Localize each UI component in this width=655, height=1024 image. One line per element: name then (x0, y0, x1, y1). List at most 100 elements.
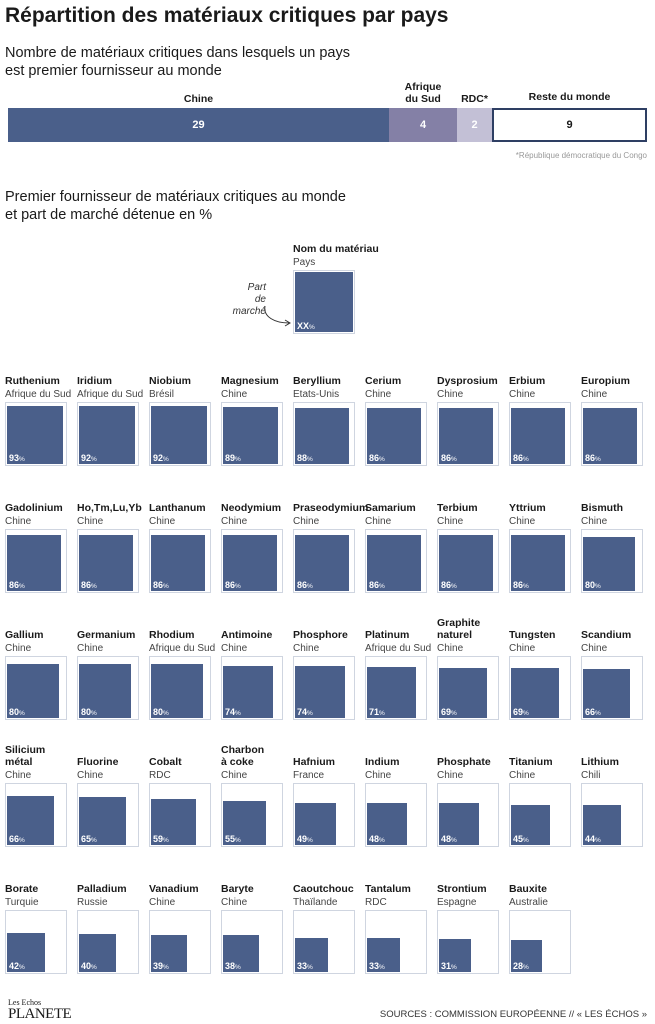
material-country: Chine (509, 389, 536, 400)
material-name: Bismuth (581, 502, 623, 514)
market-share-value: 93% (9, 453, 25, 463)
bar-label: Reste du monde (528, 91, 611, 103)
market-share-box: 80% (77, 656, 139, 720)
market-share-value: 80% (585, 580, 601, 590)
market-share-square (79, 535, 133, 591)
market-share-box: 86% (509, 529, 571, 593)
material-country: Chine (437, 643, 464, 654)
market-share-value: 66% (9, 834, 25, 844)
market-share-box: 86% (365, 529, 427, 593)
material-name: Terbium (437, 502, 478, 514)
market-share-square (511, 940, 542, 972)
material-country: Chine (365, 389, 392, 400)
material-name: Gallium (5, 629, 44, 641)
material-name: Vanadium (149, 883, 199, 895)
market-share-square (151, 934, 188, 972)
material-country: Afrique du Sud (77, 389, 144, 400)
subtitle-line: Premier fournisseur de matériaux critiqu… (5, 189, 346, 205)
market-share-box: 69% (437, 656, 499, 720)
material-country: Chine (509, 516, 536, 527)
material-country: Chine (5, 770, 32, 781)
market-share-square (7, 796, 55, 845)
market-share-square (151, 406, 207, 464)
material-country: Afrique du Sud (5, 389, 72, 400)
market-share-box: 92% (77, 402, 139, 466)
market-share-value: 92% (153, 453, 169, 463)
market-share-value: 74% (225, 707, 241, 717)
market-share-square (295, 407, 350, 464)
market-share-value: 86% (225, 580, 241, 590)
material-name: Niobium (149, 375, 191, 387)
material-country: Chine (221, 389, 248, 400)
section1-subtitle: Nombre de matériaux critiques dans lesqu… (5, 44, 350, 80)
material-name: Charbon à coke (221, 744, 265, 768)
market-share-box: 93% (5, 402, 67, 466)
market-share-square (439, 408, 493, 464)
bar-value: 9 (566, 119, 573, 131)
market-share-square (511, 408, 565, 464)
market-share-box: 42% (5, 910, 67, 974)
bar-label: RDC* (461, 93, 488, 105)
market-share-value: 80% (9, 707, 25, 717)
material-name: Praseodymium (293, 502, 369, 514)
market-share-value: 33% (297, 961, 313, 971)
material-name: Tungsten (509, 629, 556, 641)
material-name: Bauxite (509, 883, 547, 895)
market-share-box: 86% (77, 529, 139, 593)
material-name: Beryllium (293, 375, 341, 387)
market-share-value: 86% (513, 580, 529, 590)
market-share-value: 55% (225, 834, 241, 844)
market-share-square (295, 803, 336, 845)
market-share-square (79, 796, 126, 845)
subtitle-line: est premier fournisseur au monde (5, 63, 222, 79)
material-country: Chine (365, 516, 392, 527)
material-name: Neodymium (221, 502, 282, 514)
market-share-box: 39% (149, 910, 211, 974)
market-share-box: 74% (293, 656, 355, 720)
material-name: Cerium (365, 375, 402, 387)
market-share-square (367, 937, 401, 972)
material-country: Chine (509, 643, 536, 654)
bar-value: 2 (471, 119, 478, 131)
market-share-value: 45% (513, 834, 529, 844)
market-share-value: 28% (513, 961, 529, 971)
market-share-value: 86% (441, 580, 457, 590)
bar-segment: RDC* 2 (457, 93, 492, 142)
market-share-value: 86% (153, 580, 169, 590)
market-share-box: 86% (365, 402, 427, 466)
market-share-value: 71% (369, 707, 385, 717)
material-name: Magnesium (221, 375, 279, 387)
legend-square (295, 272, 353, 332)
market-share-box: 71% (365, 656, 427, 720)
material-name: Ruthenium (5, 375, 60, 387)
market-share-value: 40% (81, 961, 97, 971)
market-share-value: 39% (153, 961, 169, 971)
material-country: Chine (437, 389, 464, 400)
material-country: Chine (293, 643, 320, 654)
market-share-square (223, 935, 259, 972)
material-name: Phosphore (293, 629, 348, 641)
material-country: Chine (221, 516, 248, 527)
material-country: Chine (221, 643, 248, 654)
material-country: Chine (5, 516, 32, 527)
market-share-value: 69% (441, 707, 457, 717)
market-share-value: 31% (441, 961, 457, 971)
market-share-value: 66% (585, 707, 601, 717)
market-share-square (583, 669, 631, 718)
market-share-value: 42% (9, 961, 25, 971)
market-share-box: 86% (293, 529, 355, 593)
material-country: Chine (77, 516, 104, 527)
market-share-value: 65% (81, 834, 97, 844)
market-share-box: 74% (221, 656, 283, 720)
material-country: Chine (149, 516, 176, 527)
market-share-box: 80% (581, 529, 643, 593)
material-name: Europium (581, 375, 630, 387)
market-share-value: 86% (297, 580, 313, 590)
subtitle-line: Nombre de matériaux critiques dans lesqu… (5, 45, 350, 61)
legend-arrow-icon (264, 305, 291, 327)
market-share-box: 33% (365, 910, 427, 974)
market-share-square (583, 805, 622, 845)
material-name: Silicium métal (5, 744, 46, 768)
section2-subtitle: Premier fournisseur de matériaux critiqu… (5, 188, 346, 224)
material-name: Strontium (437, 883, 487, 895)
